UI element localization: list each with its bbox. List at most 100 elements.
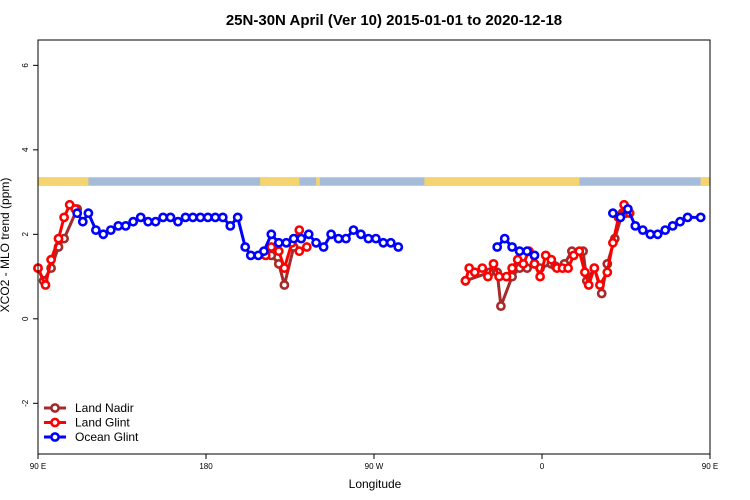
data-point [492,242,503,252]
data-point [210,212,221,223]
data-point [294,246,305,257]
data-point [77,216,88,227]
data-point [529,258,540,269]
data-point [348,225,359,235]
y-tick-label: 2 [21,232,30,237]
series-line [36,203,77,287]
data-point [341,233,351,244]
data-point [173,216,183,227]
data-point [72,208,83,219]
data-point [128,216,139,227]
x-tick-label: 90 E [30,462,46,471]
data-point [98,229,109,240]
data-point [675,216,685,227]
data-point [143,216,153,227]
data-point [46,254,56,265]
data-point [318,242,329,252]
data-point [660,225,671,235]
data-point [546,254,557,265]
x-tick-label: 90 W [365,462,384,471]
y-axis-label: XCO2 - MLO trend (ppm) [0,178,12,313]
plot-frame [37,39,711,455]
data-point [150,216,161,227]
data-point [355,229,366,240]
axes: 90 E 180 90 W 0 90 E -2 0 2 4 6 [21,63,718,471]
data-point [217,212,228,223]
data-point [83,208,94,219]
data-point [165,212,176,223]
data-point [279,280,290,290]
data-point [294,225,305,235]
data-point [595,280,605,290]
data-point [273,237,284,248]
data-point [333,233,344,244]
data-point [273,246,284,257]
data-point [266,242,277,252]
data-point [615,212,626,223]
data-point [303,229,314,240]
data-point [608,208,618,219]
data-point [514,246,525,257]
data-point [363,233,374,244]
landmask-band [38,177,710,186]
data-point [266,229,277,240]
data-point [91,225,101,235]
data-point [135,212,146,223]
landmask-land [700,177,710,186]
x-tick-label: 90 E [702,462,718,471]
legend-marker [50,432,60,442]
landmask-land [38,177,89,186]
data-point [105,225,116,235]
legend-label: Land Nadir [75,401,134,415]
data-point [296,233,307,244]
data-point [580,267,590,278]
data-point [583,280,594,290]
landmask-land [260,177,300,186]
data-point [460,275,471,286]
data-point [225,220,236,231]
data-point [258,246,269,257]
data-point [630,220,641,231]
data-point [574,246,585,257]
data-point [482,271,493,282]
y-tick-label: 4 [21,147,30,152]
x-tick-label: 0 [540,462,545,471]
data-point [682,212,693,223]
data-point [522,246,532,257]
data-point [518,258,529,269]
legend-label: Ocean Glint [75,430,139,444]
data-point [602,267,613,278]
data-point [40,280,51,290]
data-point [623,204,633,214]
data-point [288,233,299,244]
data-point [501,271,512,282]
landmask-ocean [38,177,710,186]
data-point [507,263,517,273]
data-point [53,233,64,244]
data-point [245,250,256,261]
data-point [637,225,648,235]
data-point [469,267,480,278]
series-land-glint [33,199,635,290]
x-tick-label: 180 [199,462,213,471]
data-point [495,301,506,311]
data-point [507,242,517,252]
data-point [589,263,600,273]
data-point [195,212,206,223]
legend-marker [50,403,60,413]
data-point [378,237,389,248]
data-point [187,212,198,223]
x-axis-label: Longitude [349,477,402,491]
data-point [488,258,499,269]
data-point [652,229,663,240]
legend-label: Land Glint [75,416,130,430]
legend-item: Land Nadir [44,401,134,415]
data-point [385,237,396,248]
y-tick-label: 6 [21,63,30,68]
data-point [240,242,251,252]
data-point [279,263,290,273]
series-land-nadir [33,204,631,311]
legend-item: Ocean Glint [44,430,139,444]
